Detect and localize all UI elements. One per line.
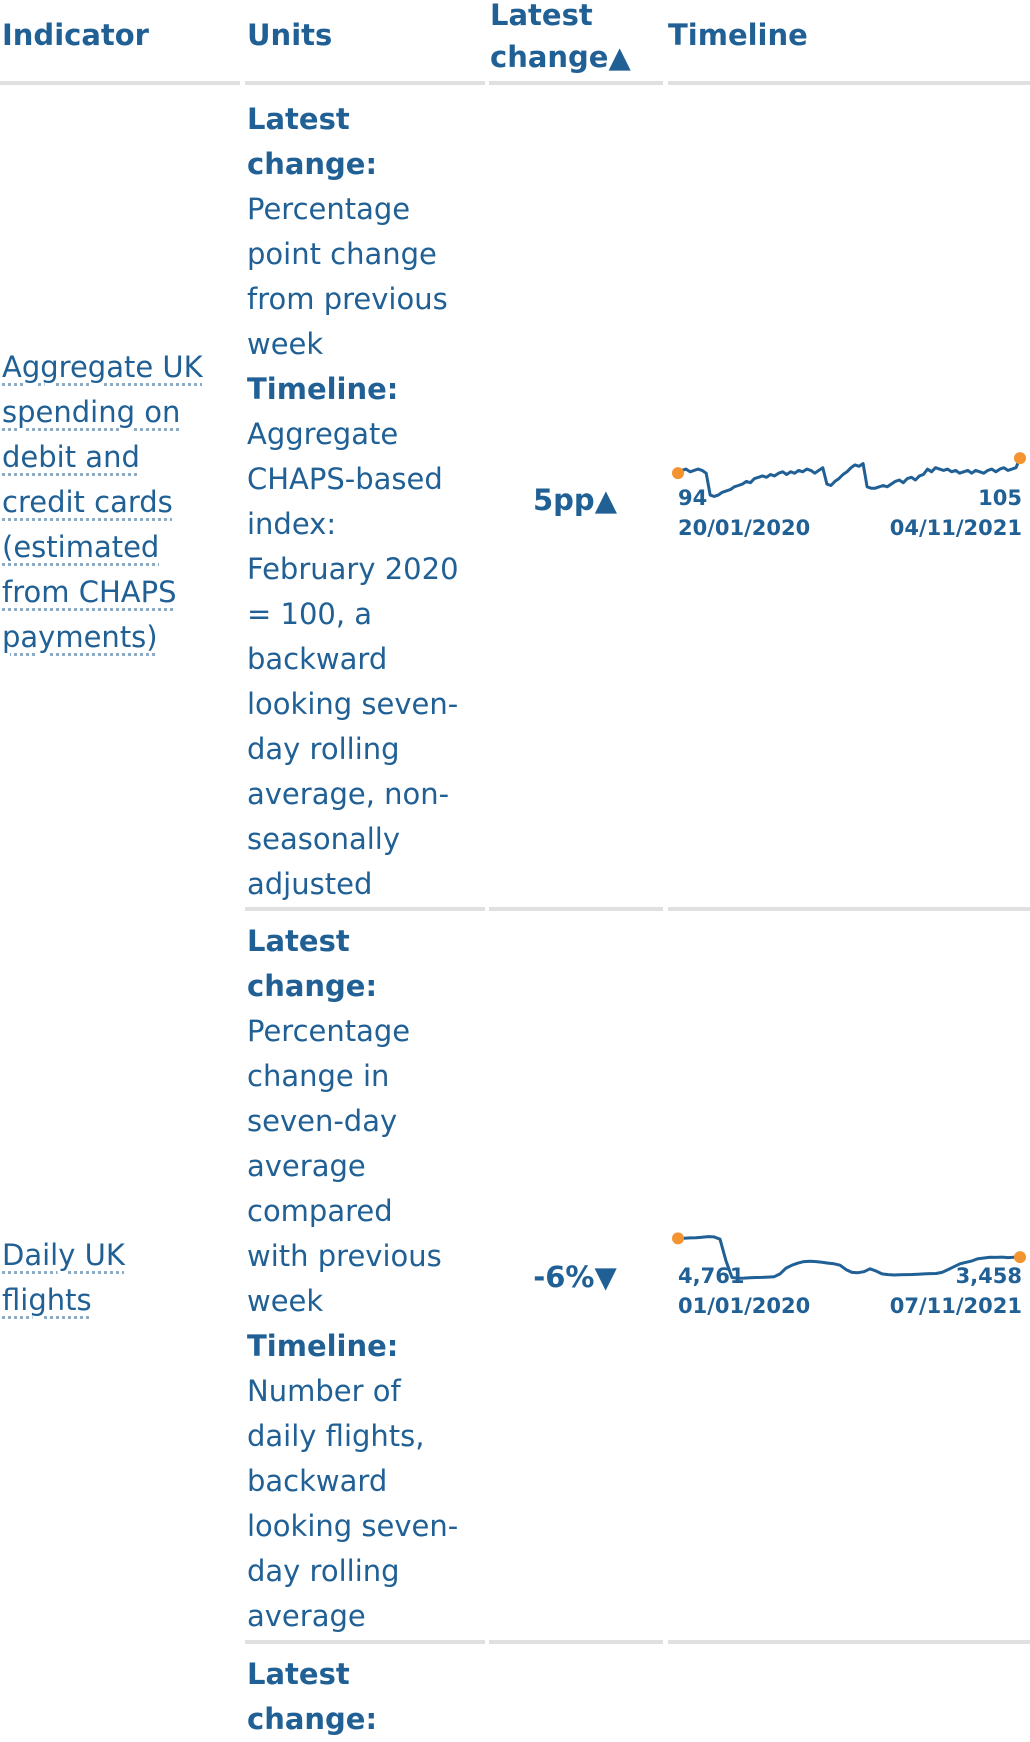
units-line: average [247,1599,366,1633]
units-line: average, non- [247,777,450,811]
units-description-flights: Latest change: Percentage change in seve… [247,919,477,1639]
units-line: adjusted [247,867,373,901]
units-line: looking seven- [247,687,459,721]
indicator-line: Aggregate UK [2,350,203,384]
row-divider [668,1640,1030,1644]
units-line: index: [247,507,337,541]
row-divider [245,907,485,911]
sparkline-flights [672,1232,1026,1280]
units-line: Percentage [247,1014,411,1048]
units-line: from previous [247,282,448,316]
units-line: point change [247,237,437,271]
sparkline-start-date: 01/01/2020 [678,1294,811,1318]
sparkline-start-dot [672,1232,684,1245]
row-divider [245,1640,485,1644]
header-latest-change-line1: Latest [490,0,593,32]
units-description-chaps: Latest change: Percentage point change f… [247,97,477,907]
units-line: = 100, a [247,597,373,631]
triangle-down-icon: ▼ [594,1260,617,1294]
indicator-line: spending on [2,395,181,429]
units-latest-label: Latest [247,924,350,958]
header-units[interactable]: Units [247,18,333,52]
sort-ascending-icon[interactable]: ▲ [608,40,631,74]
units-description-row3: Latest change: [247,1652,477,1742]
units-line: Aggregate [247,417,399,451]
indicator-line: flights [2,1283,92,1317]
latest-change-value: 5pp [532,483,595,517]
triangle-up-icon: ▲ [594,483,617,517]
units-line: February 2020 [247,552,459,586]
indicator-line: from CHAPS [2,575,177,609]
indicator-line: debit and [2,440,140,474]
units-latest-label: change: [247,1702,378,1736]
units-latest-label: Latest [247,1657,350,1691]
sparkline-start-value: 4,761 [678,1264,745,1288]
indicator-link-chaps[interactable]: Aggregate UK spending on debit and credi… [2,345,232,660]
units-line: week [247,1284,324,1318]
sparkline-start-date: 20/01/2020 [678,516,811,540]
units-line: seven-day [247,1104,398,1138]
indicator-line: Daily UK [2,1238,125,1272]
header-latest-change-line2: change [490,40,609,74]
sparkline-start-dot [672,467,684,480]
header-latest-change[interactable]: Latest change▲ [490,0,660,74]
units-line: average [247,1149,366,1183]
row-divider [489,907,663,911]
units-line: Number of [247,1374,401,1408]
row-divider [489,1640,663,1644]
latest-change-flights: -6%▼ [490,1260,660,1294]
units-timeline-label: Timeline: [247,372,399,406]
units-line: backward [247,1464,388,1498]
units-line: week [247,327,324,361]
units-line: looking seven- [247,1509,459,1543]
units-latest-label: Latest [247,102,350,136]
indicator-link-flights[interactable]: Daily UK flights [2,1233,232,1323]
units-line: CHAPS-based [247,462,443,496]
latest-change-value: -6% [533,1260,595,1294]
sparkline-series-line [677,1235,1021,1280]
units-line: backward [247,642,388,676]
sparkline-end-dot [1014,452,1026,465]
units-line: change in [247,1059,390,1093]
row-divider [668,907,1030,911]
header-divider-indicator [0,81,240,85]
indicator-line: (estimated [2,530,160,564]
sparkline-end-value: 105 [978,486,1022,510]
header-latest-change-line2-wrap: change▲ [490,36,660,78]
units-latest-label: change: [247,147,378,181]
header-divider-change [489,81,663,85]
units-timeline-label: Timeline: [247,1329,399,1363]
sparkline-chaps [672,452,1026,498]
units-line: with previous [247,1239,442,1273]
header-divider-units [245,81,485,85]
units-latest-label: change: [247,969,378,1003]
units-line: daily flights, [247,1419,425,1453]
header-indicator[interactable]: Indicator [2,18,149,52]
units-line: Percentage [247,192,411,226]
units-line: compared [247,1194,393,1228]
sparkline-end-date: 07/11/2021 [889,1294,1022,1318]
sparkline-end-date: 04/11/2021 [889,516,1022,540]
header-divider-timeline [668,81,1030,85]
indicator-line: payments) [2,620,158,654]
header-timeline[interactable]: Timeline [668,18,808,52]
units-line: seasonally [247,822,401,856]
sparkline-start-value: 94 [678,486,708,510]
units-line: day rolling [247,732,400,766]
sparkline-series-line [677,457,1022,498]
units-line: day rolling [247,1554,400,1588]
latest-change-chaps: 5pp▲ [490,483,660,517]
sparkline-end-dot [1014,1251,1026,1264]
sparkline-end-value: 3,458 [955,1264,1022,1288]
indicator-line: credit cards [2,485,173,519]
